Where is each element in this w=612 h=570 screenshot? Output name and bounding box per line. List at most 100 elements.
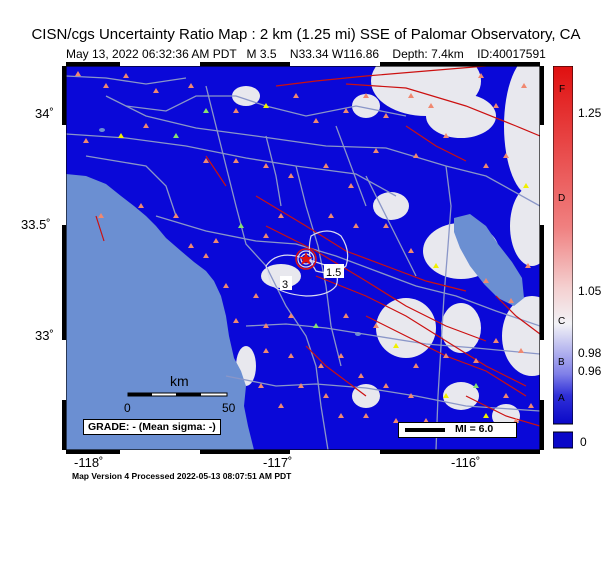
station-triangle-icon [408, 93, 414, 98]
station-triangle-icon [343, 313, 349, 318]
uncertainty-map: 3 1.5 [66, 66, 540, 450]
station-triangle-icon [173, 213, 179, 218]
map-title: CISN/cgs Uncertainty Ratio Map : 2 km (1… [31, 26, 581, 43]
station-triangle-icon [493, 103, 499, 108]
station-triangle-icon [443, 133, 449, 138]
station-triangle-icon [443, 353, 449, 358]
cbar-tick-0-98: 0.98 [578, 346, 602, 360]
scale-end: 50 [222, 401, 236, 415]
station-triangle-icon [423, 418, 429, 423]
station-triangle-icon [118, 133, 124, 138]
station-triangle-icon [263, 233, 269, 238]
station-triangle-icon [288, 353, 294, 358]
station-triangle-icon [238, 223, 244, 228]
station-triangle-icon [98, 213, 104, 218]
station-triangle-icon [413, 153, 419, 158]
station-triangle-icon [288, 313, 294, 318]
station-triangle-icon [143, 123, 149, 128]
cbar-tick-1-05: 1.05 [578, 284, 602, 298]
station-triangle-icon [203, 158, 209, 163]
scale-title: km [170, 373, 189, 389]
station-triangle-icon [123, 73, 129, 78]
contour-label-1-5: 1.5 [326, 267, 341, 279]
station-triangle-icon [358, 373, 364, 378]
station-triangle-icon [518, 348, 524, 353]
station-triangle-icon [433, 263, 439, 268]
station-triangle-icon [383, 383, 389, 388]
lat-tick-33: 33˚ [35, 328, 54, 343]
station-triangle-icon [508, 298, 514, 303]
station-triangle-icon [483, 413, 489, 418]
station-triangle-icon [263, 323, 269, 328]
station-markers [75, 71, 534, 428]
station-triangle-icon [473, 383, 479, 388]
station-triangle-icon [428, 103, 434, 108]
ocean [66, 174, 254, 450]
station-triangle-icon [348, 183, 354, 188]
station-triangle-icon [338, 413, 344, 418]
station-triangle-icon [483, 278, 489, 283]
grade-c: C [558, 316, 566, 327]
station-triangle-icon [188, 243, 194, 248]
event-info: May 13, 2022 06:32:36 AM PDT M 3.5 N33.3… [66, 47, 546, 61]
station-triangle-icon [173, 133, 179, 138]
station-triangle-icon [188, 83, 194, 88]
lon-tick-118: -118˚ [74, 455, 104, 470]
station-triangle-icon [373, 148, 379, 153]
station-triangle-icon [408, 248, 414, 253]
station-triangle-icon [525, 263, 531, 268]
station-triangle-icon [383, 113, 389, 118]
station-triangle-icon [393, 343, 399, 348]
station-triangle-icon [278, 213, 284, 218]
station-triangle-icon [503, 393, 509, 398]
station-triangle-icon [373, 323, 379, 328]
map-footer: Map Version 4 Processed 2022-05-13 08:07… [72, 471, 292, 481]
station-triangle-icon [408, 393, 414, 398]
road-network [66, 75, 540, 450]
station-triangle-icon [343, 108, 349, 113]
station-triangle-icon [138, 203, 144, 208]
station-triangle-icon [493, 338, 499, 343]
station-triangle-icon [223, 283, 229, 288]
epicenter-star [295, 248, 317, 270]
lon-tick-117: -117˚ [263, 455, 293, 470]
station-triangle-icon [75, 71, 81, 76]
station-triangle-icon [258, 383, 264, 388]
station-triangle-icon [233, 318, 239, 323]
lat-tick-34: 34˚ [35, 106, 54, 121]
station-triangle-icon [153, 88, 159, 93]
station-triangle-icon [473, 358, 479, 363]
station-triangle-icon [478, 73, 484, 78]
station-triangle-icon [393, 418, 399, 423]
station-triangle-icon [353, 223, 359, 228]
station-triangle-icon [503, 153, 509, 158]
station-triangle-icon [323, 393, 329, 398]
mi-label: MI = 6.0 [455, 423, 494, 435]
station-triangle-icon [523, 183, 529, 188]
grade-b: B [558, 357, 565, 368]
station-triangle-icon [521, 83, 527, 88]
station-triangle-icon [513, 418, 519, 423]
grade-f: F [559, 84, 566, 95]
station-triangle-icon [288, 173, 294, 178]
station-triangle-icon [253, 293, 259, 298]
station-triangle-icon [263, 103, 269, 108]
scale-bar [127, 392, 228, 397]
station-triangle-icon [318, 363, 324, 368]
mi-line-icon [405, 428, 445, 432]
station-triangle-icon [323, 163, 329, 168]
salton-sea [454, 214, 524, 306]
station-triangle-icon [203, 253, 209, 258]
station-triangle-icon [483, 163, 489, 168]
grade-legend: GRADE: - (Mean sigma: -) [83, 419, 221, 435]
station-triangle-icon [413, 363, 419, 368]
colorbar [553, 66, 573, 449]
cbar-tick-0: 0 [580, 435, 587, 449]
station-triangle-icon [313, 323, 319, 328]
lon-tick-116: -116˚ [451, 455, 481, 470]
fault-lines [95, 66, 540, 427]
station-triangle-icon [313, 118, 319, 123]
station-triangle-icon [263, 348, 269, 353]
station-triangle-icon [263, 163, 269, 168]
